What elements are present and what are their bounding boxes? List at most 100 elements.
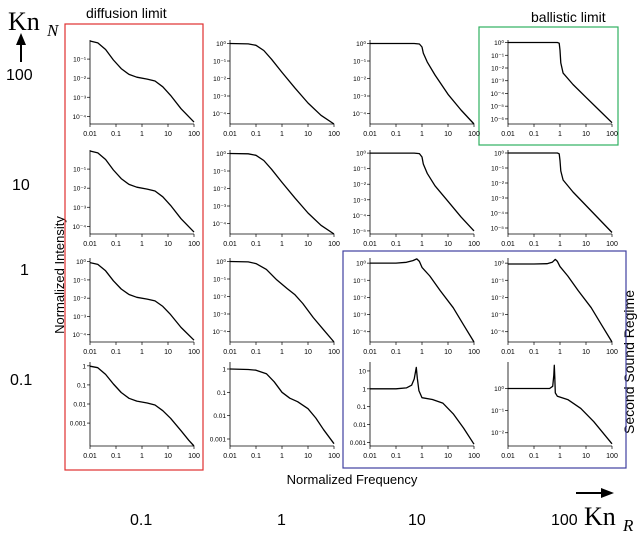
x-tick-label: 0.1 [111, 131, 121, 138]
y-tick-label: 10⁻⁴ [353, 213, 367, 220]
y-tick-label: 10⁻¹ [353, 59, 367, 66]
panel-r3-c3: 0.01 0.1 1 10 100 10⁰ 10⁻¹ 10⁻² [491, 362, 618, 460]
y-tick-label: 10⁰ [216, 40, 226, 48]
y-tick-label: 10⁻³ [353, 312, 367, 319]
y-tick-label: 10⁻² [491, 430, 505, 437]
y-tick-label: 10⁰ [76, 258, 86, 266]
y-tick-label: 10⁰ [356, 150, 366, 158]
x-tick-label: 100 [328, 453, 340, 460]
y-tick-label: 0.01 [213, 413, 226, 420]
x-tick-label: 10 [164, 131, 172, 138]
panel-r2-c0: 0.01 0.1 1 10 100 10⁰ 10⁻¹ 10⁻² 10⁻³ 10⁻⁴ [73, 258, 200, 356]
panel-r0-c2: 0.01 0.1 1 10 100 10⁰ 10⁻¹ 10⁻² 10⁻³ 10⁻⁴ [353, 40, 480, 138]
y-tick-label: 10⁻¹ [491, 166, 505, 173]
panel-r0-c0: 0.01 0.1 1 10 100 10⁻¹ 10⁻² 10⁻³ 10⁻⁴ [73, 40, 200, 138]
y-tick-label: 10⁻² [73, 76, 87, 83]
x-tick-label: 0.01 [501, 349, 515, 356]
col-label-100: 100 [551, 512, 578, 529]
x-tick-label: 100 [188, 131, 200, 138]
x-tick-label: 0.1 [251, 241, 261, 248]
y-tick-label: 10⁻⁵ [491, 226, 505, 233]
y-tick-label: 0.001 [350, 440, 367, 447]
x-tick-label: 10 [582, 241, 590, 248]
x-tick-label: 100 [188, 349, 200, 356]
y-tick-label: 10⁻¹ [491, 408, 505, 415]
row-label-1: 1 [20, 262, 29, 279]
y-tick-label: 10⁻¹ [73, 277, 87, 284]
second-sound-regime-box [342, 250, 627, 469]
x-tick-label: 10 [444, 131, 452, 138]
panel-curve [370, 366, 475, 445]
y-tick-label: 10⁻² [73, 296, 87, 303]
x-tick-label: 0.01 [501, 241, 515, 248]
panel-r0-c3: 0.01 0.1 1 10 100 10⁰ 10⁻¹ 10⁻² 10⁻³ 10⁻⁴ 10⁻⁵ 10⁻⁶ [491, 39, 618, 138]
y-tick-label: 0.1 [357, 404, 366, 411]
y-tick-label: 10⁻⁴ [73, 332, 87, 339]
panel-r1-c1: 0.01 0.1 1 10 100 10⁰ 10⁻¹ 10⁻² 10⁻³ 10⁻⁴ [213, 150, 340, 248]
y-tick-label: 10⁻⁴ [213, 329, 227, 336]
col-label-0-1: 0.1 [130, 512, 152, 529]
x-tick-label: 10 [164, 453, 172, 460]
x-tick-label: 0.01 [83, 131, 97, 138]
y-tick-label: 10⁻⁴ [491, 329, 505, 336]
x-tick-label: 0.01 [223, 131, 237, 138]
x-tick-label: 0.1 [391, 241, 401, 248]
x-tick-label: 0.1 [251, 349, 261, 356]
y-tick-label: 10⁰ [494, 260, 504, 268]
x-tick-label: 1 [280, 131, 284, 138]
x-tick-label: 0.1 [391, 131, 401, 138]
y-tick-label: 10⁻³ [73, 314, 87, 321]
x-tick-label: 1 [420, 453, 424, 460]
x-axis-title: Normalized Frequency [287, 472, 418, 487]
y-tick-label: 10⁻³ [73, 95, 87, 102]
x-tick-label: 0.01 [363, 131, 377, 138]
y-tick-label: 10⁰ [494, 385, 504, 393]
panel-r2-c1: 0.01 0.1 1 10 100 10⁰ 10⁻¹ 10⁻² 10⁻³ 10⁻⁴ [213, 258, 340, 356]
x-tick-label: 10 [582, 453, 590, 460]
y-tick-label: 10⁻¹ [73, 57, 87, 64]
x-tick-label: 1 [140, 131, 144, 138]
x-tick-label: 10 [304, 131, 312, 138]
x-tick-label: 100 [468, 131, 480, 138]
second-sound-label: Second Sound Regime [621, 290, 637, 434]
x-tick-label: 1 [558, 453, 562, 460]
y-axis-subscript: N [46, 21, 60, 40]
x-tick-label: 1 [280, 241, 284, 248]
y-tick-label: 10⁻⁴ [73, 114, 87, 121]
y-tick-label: 0.01 [353, 422, 366, 429]
x-tick-label: 0.1 [529, 349, 539, 356]
y-tick-label: 0.1 [217, 390, 226, 397]
y-tick-label: 10⁻⁶ [491, 116, 505, 123]
y-tick-label: 10⁻² [491, 66, 505, 73]
y-tick-label: 10⁻⁴ [213, 111, 227, 118]
y-tick-label: 10⁻⁴ [353, 111, 367, 118]
y-tick-label: 10⁻³ [73, 205, 87, 212]
y-tick-label: 10⁰ [494, 39, 504, 47]
col-label-10: 10 [408, 512, 426, 529]
x-tick-label: 0.1 [529, 241, 539, 248]
y-tick-label: 10⁻⁴ [213, 221, 227, 228]
x-tick-label: 0.01 [223, 453, 237, 460]
y-tick-label: 10⁻³ [353, 197, 367, 204]
x-tick-label: 1 [420, 131, 424, 138]
row-label-10: 10 [12, 177, 30, 194]
x-tick-label: 100 [606, 453, 618, 460]
panel-curve [229, 368, 335, 445]
x-tick-label: 10 [582, 349, 590, 356]
x-tick-label: 1 [140, 453, 144, 460]
x-tick-label: 1 [140, 349, 144, 356]
panel-curve [89, 150, 195, 233]
y-tick-label: 10⁰ [216, 150, 226, 158]
y-tick-label: 10⁻² [213, 294, 227, 301]
x-tick-label: 1 [420, 349, 424, 356]
panel-r3-c2: 0.01 0.1 1 10 100 10 1 0.1 0.01 0.001 [350, 362, 480, 460]
x-tick-label: 1 [558, 131, 562, 138]
y-tick-label: 10⁻² [353, 295, 367, 302]
y-tick-label: 10⁻² [213, 186, 227, 193]
ballistic-limit-box [478, 26, 619, 146]
row-label-0-1: 0.1 [10, 372, 32, 389]
x-tick-label: 100 [468, 349, 480, 356]
x-tick-label: 10 [444, 349, 452, 356]
panel-r1-c2: 0.01 0.1 1 10 100 10⁰ 10⁻¹ 10⁻² 10⁻³ 10⁻⁴ 10⁻⁵ [353, 150, 480, 248]
